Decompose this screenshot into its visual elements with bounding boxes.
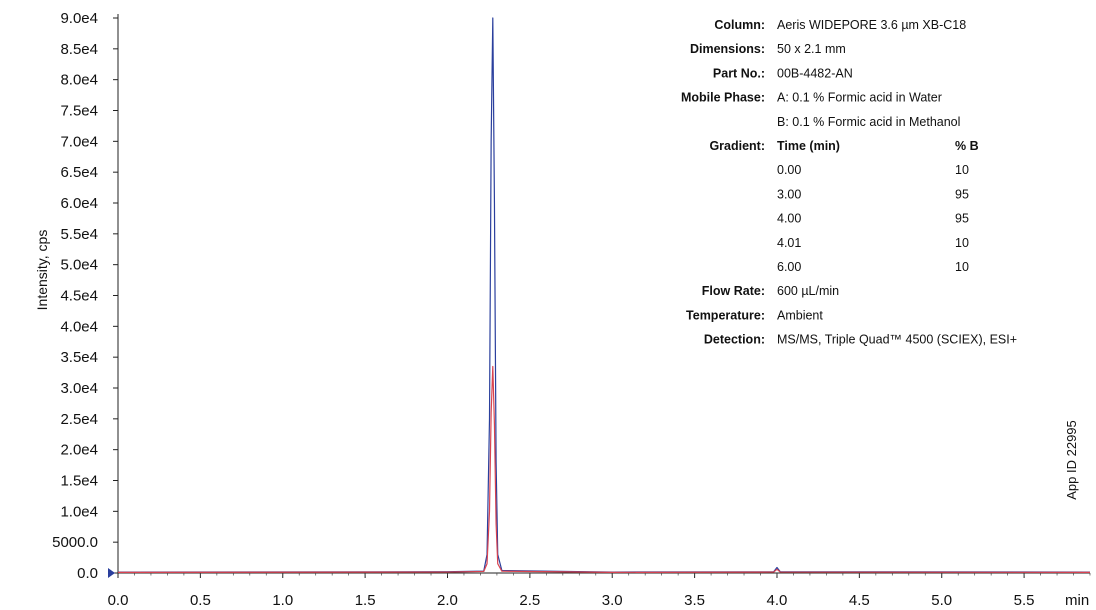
axes [117,14,1090,574]
app-id-label: App ID 22995 [1064,420,1079,500]
gradient-key: Gradient: [709,139,765,153]
x-tick-label: 0.0 [108,592,129,609]
gradient-col-b: % B [955,139,979,153]
y-tick-label: 5.5e4 [60,226,98,243]
y-tick-label: 5000.0 [52,534,98,551]
info-row-0-value: Aeris WIDEPORE 3.6 µm XB-C18 [777,18,966,32]
y-tick-label: 8.0e4 [60,72,98,89]
info-row-3-value: A: 0.1 % Formic acid in Water [777,91,942,105]
gradient-b-cell: 95 [955,212,969,226]
x-tick-label: 0.5 [190,592,211,609]
info-row-1-value: 50 x 2.1 mm [777,42,846,56]
x-axis-unit: min [1065,592,1089,609]
y-axis-title: Intensity, cps [34,230,50,311]
y-tick-label: 6.0e4 [60,195,98,212]
x-tick-label: 3.0 [602,592,623,609]
info-row-0-key: Column: [714,18,765,32]
info-after-row-0-key: Flow Rate: [702,284,765,298]
x-tick-label: 4.0 [767,592,788,609]
info-row-4-value: B: 0.1 % Formic acid in Methanol [777,115,960,129]
x-tick-label: 4.5 [849,592,870,609]
x-tick-label: 5.0 [931,592,952,609]
x-tick-label: 2.0 [437,592,458,609]
series-lines [117,17,1091,573]
x-tick-label: 5.5 [1014,592,1035,609]
gradient-b-cell: 10 [955,163,969,177]
info-after-row-1-key: Temperature: [686,308,765,322]
gradient-time-cell: 3.00 [777,187,801,201]
gradient-b-cell: 95 [955,187,969,201]
gradient-time-cell: 4.00 [777,212,801,226]
y-tick-label: 2.0e4 [60,442,98,459]
y-tick-label: 4.0e4 [60,318,98,335]
y-tick-label: 8.5e4 [60,41,98,58]
y-tick-label: 7.5e4 [60,103,98,120]
gradient-b-cell: 10 [955,236,969,250]
y-tick-label: 6.5e4 [60,164,98,181]
x-tick-label: 1.5 [355,592,376,609]
y-tick-label: 5.0e4 [60,257,98,274]
y-tick-label: 3.5e4 [60,349,98,366]
y-tick-label: 2.5e4 [60,411,98,428]
y-tick-label: 7.0e4 [60,133,98,150]
info-row-1-key: Dimensions: [690,42,765,56]
y-tick-label: 4.5e4 [60,288,98,305]
gradient-time-cell: 4.01 [777,236,801,250]
gradient-time-cell: 6.00 [777,260,801,274]
gradient-col-time: Time (min) [777,139,840,153]
x-axis-ticks: 0.0 0.5 1.0 1.5 2.0 2.5 3.0 3.5 4.0 4.5 5.0 5.5 [108,573,1091,609]
y-tick-label: 9.0e4 [60,10,98,27]
info-after-row-1-value: Ambient [777,308,823,322]
y-tick-label: 0.0 [77,565,98,582]
baseline-marker-icon [108,568,115,578]
x-tick-label: 3.5 [684,592,705,609]
info-after-row-2-value: MS/MS, Triple Quad™ 4500 (SCIEX), ESI+ [777,333,1017,347]
gradient-b-cell: 10 [955,260,969,274]
info-row-2-key: Part No.: [713,66,765,80]
gradient-time-cell: 0.00 [777,163,801,177]
y-tick-label: 1.0e4 [60,503,98,520]
x-tick-label: 1.0 [272,592,293,609]
info-after-row-2-key: Detection: [704,333,765,347]
info-row-3-key: Mobile Phase: [681,91,765,105]
series-line-1 [117,17,1091,573]
info-row-2-value: 00B-4482-AN [777,66,853,80]
info-after-row-0-value: 600 µL/min [777,284,839,298]
x-tick-label: 2.5 [519,592,540,609]
y-tick-label: 1.5e4 [60,473,98,490]
y-tick-label: 3.0e4 [60,380,98,397]
series-line-2 [117,365,1091,573]
y-axis-ticks: 0.0 5000.0 1.0e4 1.5e4 2.0e4 2.5e4 3.0e4 3.5e4 4… [52,10,118,582]
method-info-panel: Column: Aeris WIDEPORE 3.6 µm XB-C18 Dimen… [681,18,1017,347]
